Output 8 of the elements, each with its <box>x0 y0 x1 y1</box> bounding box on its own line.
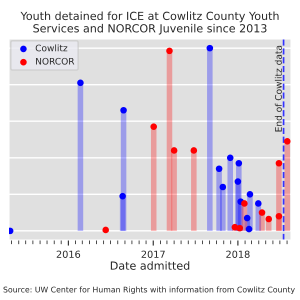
x-tick-label: 2016 <box>56 250 80 258</box>
x-tick-label: 2017 <box>142 250 165 258</box>
legend-label: NORCOR <box>36 58 74 65</box>
x-axis-title: Date admitted <box>110 261 190 270</box>
legend-label: Cowlitz <box>36 44 68 52</box>
chart-title: Youth detained for ICE at Cowlitz County Youth Services and NORCOR Juvenile since 2013 <box>20 11 279 35</box>
x-tick-label: 2018 <box>226 250 250 258</box>
ref-line-label: End of Cowlitz data <box>274 46 282 132</box>
